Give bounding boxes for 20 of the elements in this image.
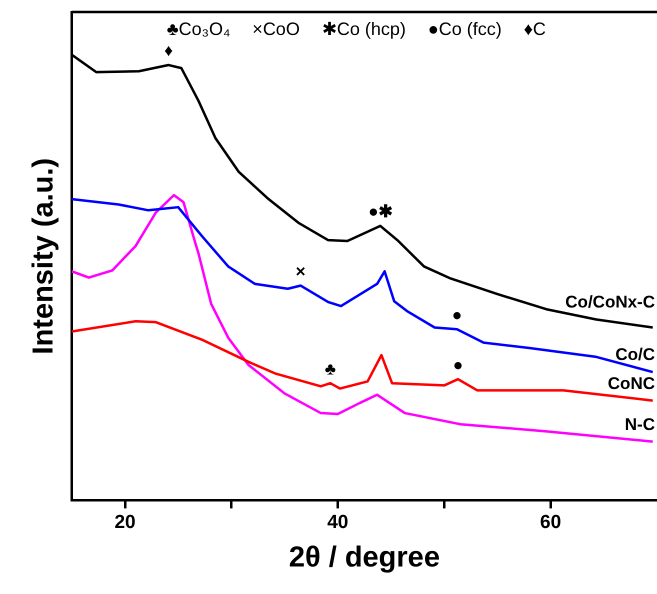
x-axis-title: 2θ / degree	[288, 542, 440, 574]
annotation: ●	[452, 305, 462, 324]
series-label: N-C	[624, 414, 655, 434]
series-label: Co/C	[615, 345, 655, 364]
annotation: ●✱	[368, 202, 392, 222]
text: ✱Co (hcp)	[322, 18, 406, 39]
annotation: ●	[452, 355, 464, 374]
text: ×CoO	[252, 18, 300, 39]
annotation: ♣	[324, 359, 336, 378]
text: ●Co (fcc)	[428, 18, 502, 39]
annotation: ♦	[164, 41, 174, 60]
x-tick-label: 20	[114, 512, 136, 534]
text: ♣Co₃O₄	[166, 18, 230, 39]
text: ♦C	[524, 18, 546, 39]
x-tick-label: 60	[540, 512, 562, 534]
x-tick-label: 40	[327, 512, 348, 534]
y-axis-title: Intensity (a.u.)	[27, 158, 60, 354]
series-label: Co/CoNx-C	[565, 292, 655, 312]
series-label: CoNC	[608, 374, 655, 393]
annotation: ×	[296, 262, 306, 281]
